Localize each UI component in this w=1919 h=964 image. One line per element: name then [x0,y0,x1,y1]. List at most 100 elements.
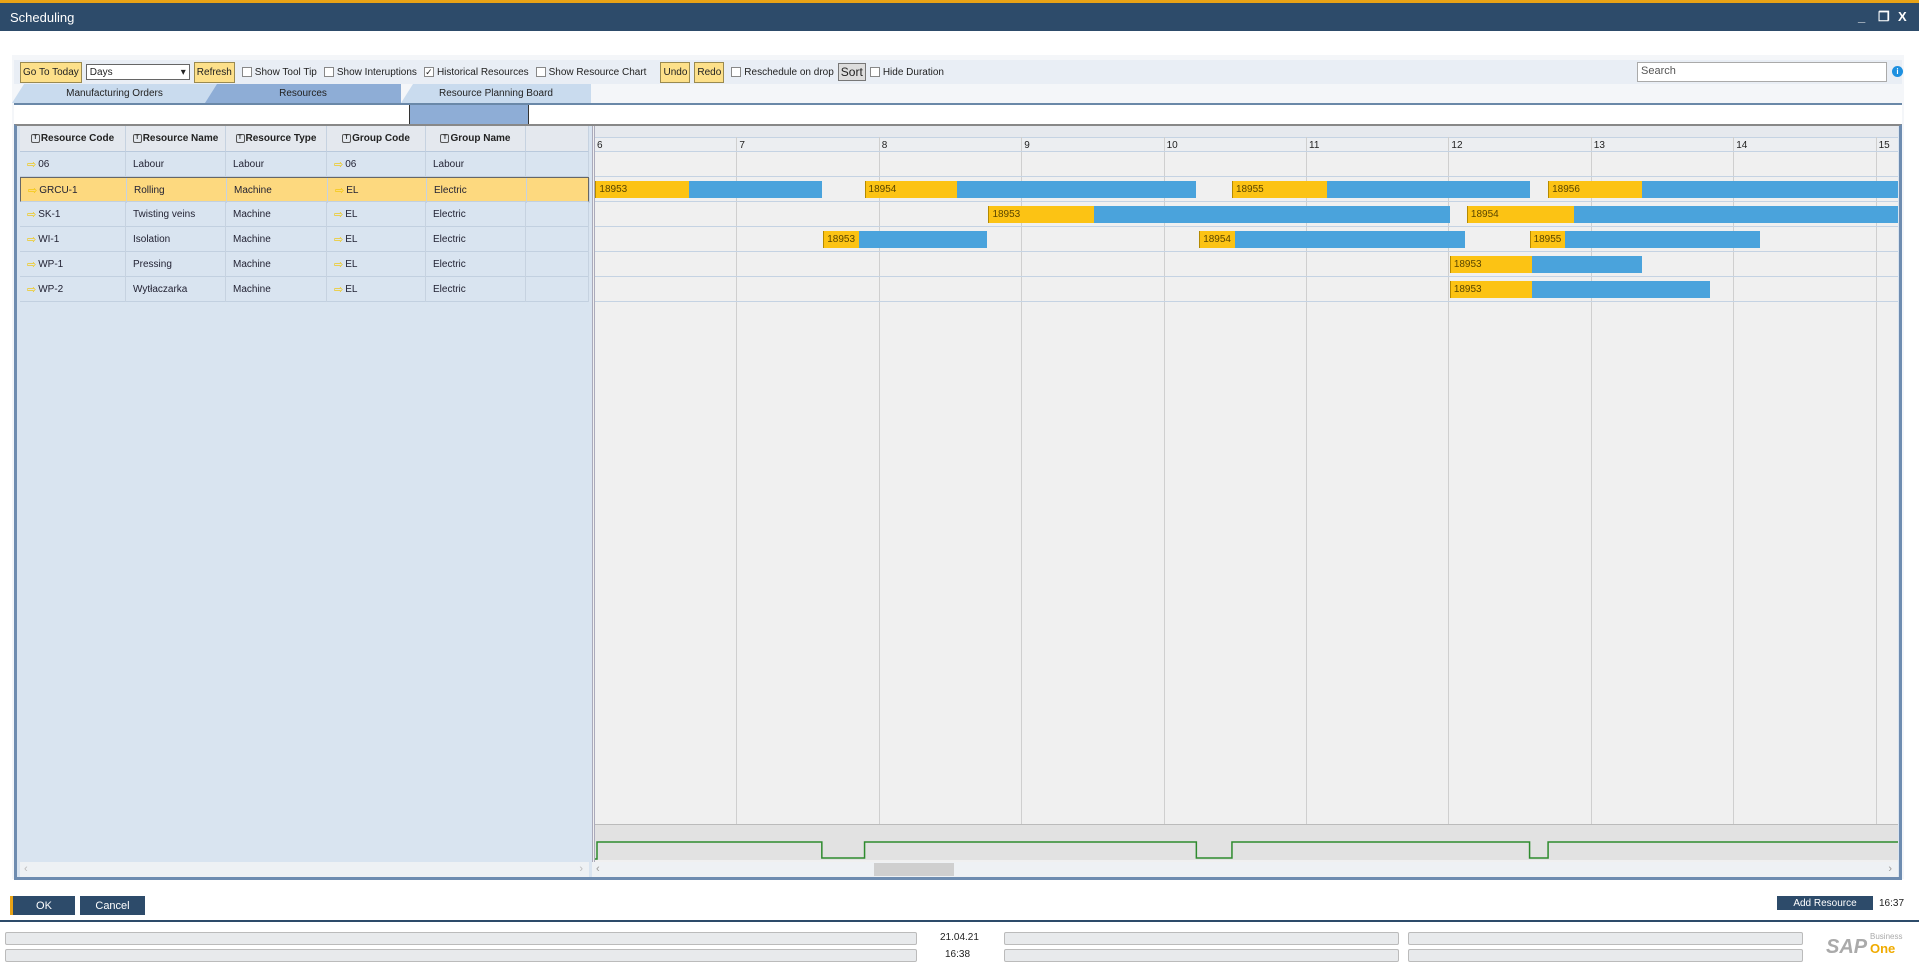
cell-text: Pressing [133,259,172,270]
day-label: 14 [1736,140,1748,151]
link-arrow-icon[interactable]: ⇨ [334,209,344,221]
refresh-button[interactable]: Refresh [193,61,235,83]
link-arrow-icon[interactable]: ⇨ [27,234,37,246]
gantt-chart[interactable]: 6 7 8 9 10 11 12 13 14 15 18953 18954 18955 18956 1895… [592,126,1898,862]
table-row[interactable]: ⇨ WP-2 Wytłaczarka Machine ⇨ EL Electric [20,277,589,302]
order-bar[interactable]: 18954 [1199,231,1466,248]
link-arrow-icon[interactable]: ⇨ [334,284,344,296]
order-bar[interactable]: 18953 [988,206,1450,223]
order-bar[interactable]: 18953 [1449,256,1643,273]
link-arrow-icon[interactable]: ⇨ [335,185,345,197]
grid-horizontal-scrollbar[interactable]: ‹ › [20,862,589,877]
order-bar[interactable]: 18953 [595,181,822,198]
table-row[interactable]: ⇨ GRCU-1 Rolling Machine ⇨ EL Electric [20,177,590,203]
info-icon[interactable]: i [1892,66,1903,77]
checkbox-label: Hide Duration [882,66,944,78]
cell-group-code: ⇨ EL [327,252,426,277]
tab-divider [14,103,1902,105]
link-arrow-icon[interactable]: ⇨ [27,259,37,271]
row-gridline [595,151,1898,152]
link-arrow-icon[interactable]: ⇨ [27,284,37,296]
order-bar[interactable]: 18955 [1529,231,1761,248]
table-row[interactable]: ⇨ 06 Labour Labour ⇨ 06 Labour [20,152,589,177]
column-header-group-code[interactable]: T Group Code [327,126,426,152]
link-arrow-icon[interactable]: ⇨ [334,234,344,246]
tab-manufacturing-orders[interactable]: Manufacturing Orders [12,84,217,103]
table-row[interactable]: ⇨ WI-1 Isolation Machine ⇨ EL Electric [20,227,589,252]
link-arrow-icon[interactable]: ⇨ [334,159,344,171]
day-gridline [1163,137,1165,825]
redo-button[interactable]: Redo [694,61,725,83]
table-row[interactable]: ⇨ WP-1 Pressing Machine ⇨ EL Electric [20,252,589,277]
scroll-left-icon[interactable]: ‹ [596,863,600,875]
link-arrow-icon[interactable]: ⇨ [334,259,344,271]
cell-code: ⇨ WP-2 [20,277,126,302]
tab-resources[interactable]: Resources [205,84,401,103]
checkbox-box[interactable] [241,67,252,77]
cell-text: Machine [234,185,272,196]
order-bar[interactable]: 18956 [1548,181,1898,198]
sap-business-one-logo: SAP Business One [1826,932,1903,958]
link-arrow-icon[interactable]: ⇨ [28,185,38,197]
filter-icon[interactable]: T [440,134,450,143]
filter-icon[interactable]: T [235,134,245,143]
column-header-group-name[interactable]: T Group Name [426,126,526,152]
filter-icon[interactable]: T [30,134,40,143]
cell-name: Twisting veins [126,202,226,227]
column-header-resource-type[interactable]: T Resource Type [226,126,327,152]
active-tab-indicator [409,105,529,124]
cell-text: Twisting veins [133,209,196,220]
gantt-header-top [595,126,1898,137]
cancel-button[interactable]: Cancel [80,896,145,915]
show-interuptions-checkbox[interactable]: Show Interuptions [323,67,417,78]
go-to-today-button[interactable]: Go To Today [20,61,82,83]
checkbox-box[interactable] [731,67,742,77]
cell-code: ⇨ GRCU-1 [21,178,127,203]
filter-icon[interactable]: T [342,134,352,143]
restore-icon[interactable]: ❐ [1878,9,1890,24]
setup-segment: 18954 [864,181,958,198]
filter-icon[interactable]: T [132,134,142,143]
resource-grid: T Resource Code T Resource Name T Resource … [20,126,590,862]
order-bar[interactable]: 18954 [864,181,1197,198]
cell-name: Wytłaczarka [126,277,226,302]
show-tool-tip-checkbox[interactable]: Show Tool Tip [241,67,317,78]
order-bar[interactable]: 18954 [1466,206,1898,223]
search-input[interactable]: Search [1637,62,1887,82]
historical-resources-checkbox[interactable]: ✓ Historical Resources [423,67,529,78]
show-resource-chart-checkbox[interactable]: Show Resource Chart [535,67,646,78]
view-select[interactable]: Days ▾ [85,64,190,80]
cell-code: ⇨ WP-1 [20,252,126,277]
column-header-resource-name[interactable]: T Resource Name [126,126,226,152]
checkbox-box[interactable] [869,67,880,77]
table-row[interactable]: ⇨ SK-1 Twisting veins Machine ⇨ EL Electric [20,202,589,227]
checkbox-box[interactable] [535,67,546,77]
order-bar[interactable]: 18955 [1231,181,1530,198]
cell-text: Labour [433,159,465,170]
tab-resource-planning-board[interactable]: Resource Planning Board [401,84,591,103]
day-label: 9 [1024,140,1030,151]
reschedule-on-drop-checkbox[interactable]: Reschedule on drop [731,67,834,78]
scrollbar-thumb[interactable] [874,863,954,876]
minimize-icon[interactable]: _ [1858,9,1866,24]
day-gridline [1448,137,1450,825]
order-bar[interactable]: 18953 [823,231,987,248]
sort-button[interactable]: Sort [837,63,866,81]
cell-text: Machine [233,284,271,295]
link-arrow-icon[interactable]: ⇨ [27,159,37,171]
undo-button[interactable]: Undo [660,61,691,83]
add-resource-button[interactable]: Add Resource [1777,896,1873,910]
scroll-left-icon[interactable]: ‹ [24,863,28,875]
checkbox-box[interactable] [323,67,334,77]
check-icon[interactable]: ✓ [423,67,434,77]
hide-duration-checkbox[interactable]: Hide Duration [869,66,944,78]
scroll-right-icon[interactable]: › [579,863,583,875]
column-header-resource-code[interactable]: T Resource Code [20,126,126,152]
order-bar[interactable]: 18953 [1449,281,1711,298]
ok-button[interactable]: OK [13,896,75,915]
link-arrow-icon[interactable]: ⇨ [27,209,37,221]
gantt-horizontal-scrollbar[interactable]: ‹ › [592,862,1898,877]
close-icon[interactable]: X [1898,9,1907,24]
cell-type: Machine [226,202,327,227]
scroll-right-icon[interactable]: › [1888,863,1892,875]
